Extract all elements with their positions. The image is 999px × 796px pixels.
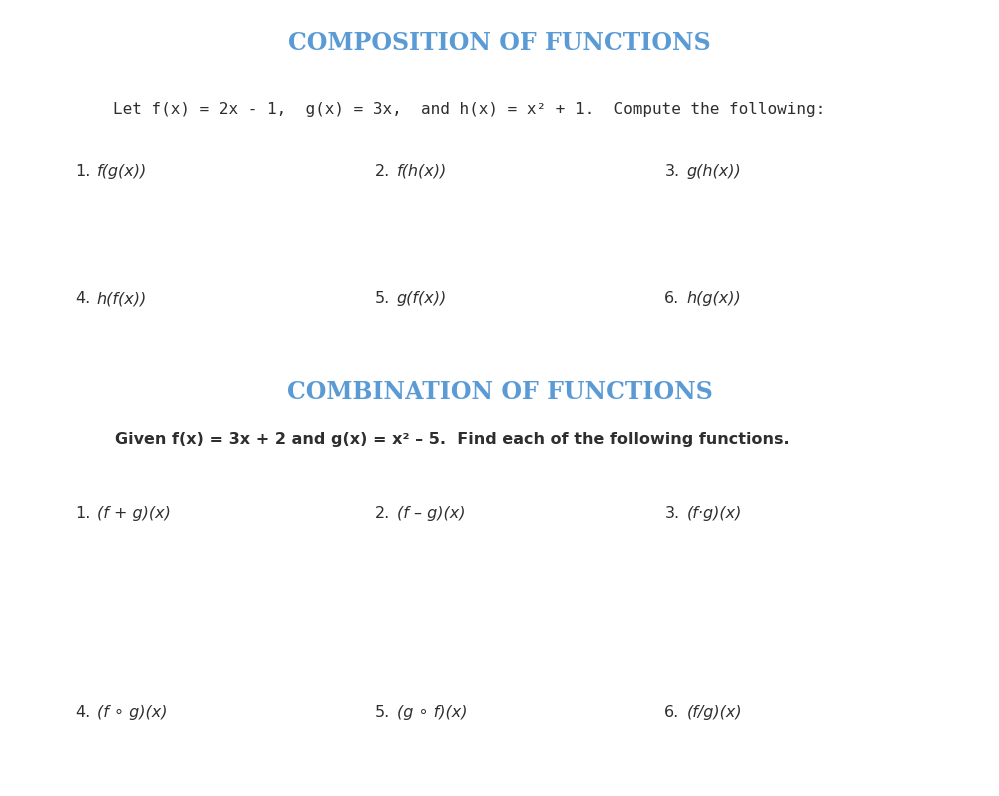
- Text: 5.: 5.: [375, 291, 390, 306]
- Text: (f·g)(x): (f·g)(x): [686, 506, 741, 521]
- Text: (f – g)(x): (f – g)(x): [397, 506, 466, 521]
- Text: 2.: 2.: [375, 506, 390, 521]
- Text: 3.: 3.: [664, 164, 679, 178]
- Text: 3.: 3.: [664, 506, 679, 521]
- Text: Given f(x) = 3x + 2 and g(x) = x² – 5.  Find each of the following functions.: Given f(x) = 3x + 2 and g(x) = x² – 5. F…: [115, 432, 789, 447]
- Text: g(h(x)): g(h(x)): [686, 164, 741, 178]
- Text: g(f(x)): g(f(x)): [397, 291, 447, 306]
- Text: f(g(x)): f(g(x)): [97, 164, 147, 178]
- Text: (f ∘ g)(x): (f ∘ g)(x): [97, 705, 168, 720]
- Text: 6.: 6.: [664, 291, 679, 306]
- Text: (f + g)(x): (f + g)(x): [97, 506, 171, 521]
- Text: 4.: 4.: [75, 291, 90, 306]
- Text: 1.: 1.: [75, 506, 90, 521]
- Text: 2.: 2.: [375, 164, 390, 178]
- Text: h(g(x)): h(g(x)): [686, 291, 741, 306]
- Text: 5.: 5.: [375, 705, 390, 720]
- Text: h(f(x)): h(f(x)): [97, 291, 147, 306]
- Text: (f/g)(x): (f/g)(x): [686, 705, 742, 720]
- Text: 4.: 4.: [75, 705, 90, 720]
- Text: 6.: 6.: [664, 705, 679, 720]
- Text: 1.: 1.: [75, 164, 90, 178]
- Text: COMBINATION OF FUNCTIONS: COMBINATION OF FUNCTIONS: [287, 380, 712, 404]
- Text: COMPOSITION OF FUNCTIONS: COMPOSITION OF FUNCTIONS: [288, 31, 711, 55]
- Text: Let f(x) = 2x - 1,  g(x) = 3x,  and h(x) = x² + 1.  Compute the following:: Let f(x) = 2x - 1, g(x) = 3x, and h(x) =…: [114, 102, 825, 116]
- Text: (g ∘ f)(x): (g ∘ f)(x): [397, 705, 468, 720]
- Text: f(h(x)): f(h(x)): [397, 164, 447, 178]
